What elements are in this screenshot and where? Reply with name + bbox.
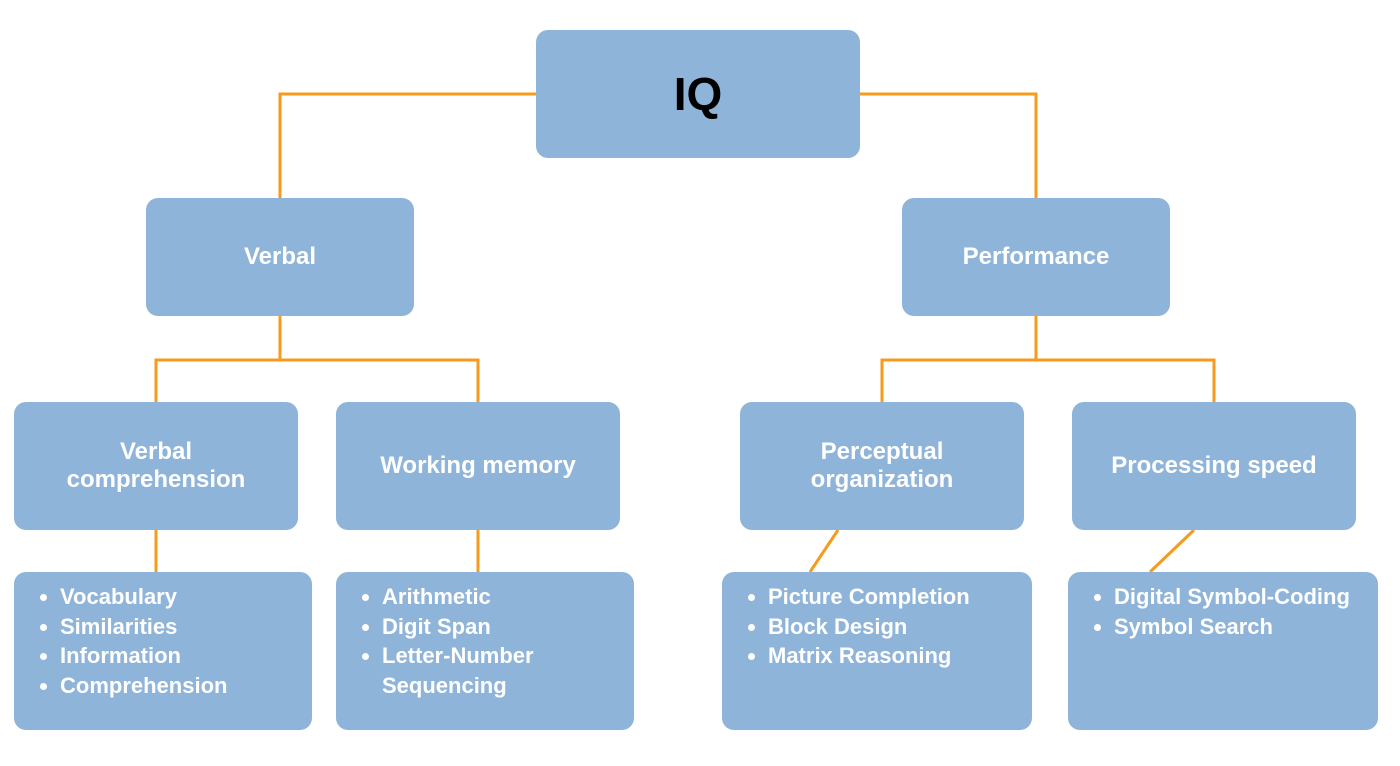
- connector: [810, 530, 838, 572]
- node-processing-speed: Processing speed: [1072, 402, 1356, 530]
- node-perceptual-organization: Perceptual organization: [740, 402, 1024, 530]
- connector: [1150, 530, 1194, 572]
- connector: [1036, 316, 1214, 402]
- node-label: Verbal comprehension: [28, 438, 284, 494]
- node-label: Performance: [963, 243, 1110, 271]
- connector: [280, 94, 536, 198]
- leaf-working-memory-tests: ArithmeticDigit SpanLetter-Number Sequen…: [336, 572, 634, 730]
- list-item: Arithmetic: [382, 582, 620, 612]
- node-working-memory: Working memory: [336, 402, 620, 530]
- leaf-perceptual-organization-tests: Picture CompletionBlock DesignMatrix Rea…: [722, 572, 1032, 730]
- connector: [860, 94, 1036, 198]
- leaf-list: Digital Symbol-CodingSymbol Search: [1082, 582, 1350, 641]
- connector: [280, 316, 478, 402]
- node-label: IQ: [674, 67, 723, 121]
- list-item: Information: [60, 641, 227, 671]
- diagram-canvas: IQ Verbal Performance Verbal comprehensi…: [0, 0, 1400, 766]
- node-label: Verbal: [244, 243, 316, 271]
- leaf-list: VocabularySimilaritiesInformationCompreh…: [28, 582, 227, 701]
- node-verbal-comprehension: Verbal comprehension: [14, 402, 298, 530]
- list-item: Picture Completion: [768, 582, 970, 612]
- node-label: Working memory: [380, 452, 576, 480]
- list-item: Similarities: [60, 612, 227, 642]
- list-item: Symbol Search: [1114, 612, 1350, 642]
- list-item: Digit Span: [382, 612, 620, 642]
- leaf-list: ArithmeticDigit SpanLetter-Number Sequen…: [350, 582, 620, 701]
- list-item: Vocabulary: [60, 582, 227, 612]
- node-performance: Performance: [902, 198, 1170, 316]
- list-item: Digital Symbol-Coding: [1114, 582, 1350, 612]
- node-label: Processing speed: [1111, 452, 1316, 480]
- list-item: Block Design: [768, 612, 970, 642]
- connector: [882, 316, 1036, 402]
- list-item: Comprehension: [60, 671, 227, 701]
- leaf-verbal-comprehension-tests: VocabularySimilaritiesInformationCompreh…: [14, 572, 312, 730]
- node-label: Perceptual organization: [754, 438, 1010, 494]
- list-item: Matrix Reasoning: [768, 641, 970, 671]
- connector: [156, 316, 280, 402]
- leaf-list: Picture CompletionBlock DesignMatrix Rea…: [736, 582, 970, 671]
- node-verbal: Verbal: [146, 198, 414, 316]
- node-iq-root: IQ: [536, 30, 860, 158]
- list-item: Letter-Number Sequencing: [382, 641, 620, 700]
- leaf-processing-speed-tests: Digital Symbol-CodingSymbol Search: [1068, 572, 1378, 730]
